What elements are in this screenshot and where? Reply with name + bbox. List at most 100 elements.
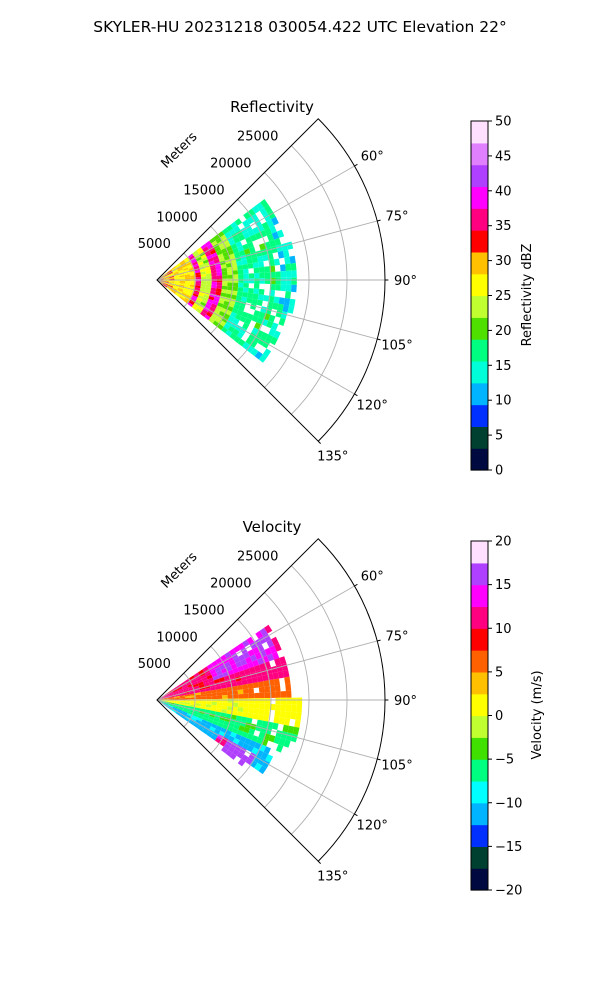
radar-cell (257, 714, 264, 721)
radar-cell (285, 690, 292, 698)
radar-cell (173, 692, 179, 696)
radar-cell (259, 692, 265, 699)
radar-cell (236, 751, 244, 759)
radar-cell (254, 278, 260, 284)
radar-cell (273, 296, 280, 304)
radar-cell (253, 310, 261, 317)
radar-cell (274, 237, 282, 246)
radar-cell (166, 269, 172, 274)
radar-cell (249, 740, 257, 748)
radar-cell (258, 744, 267, 752)
colorbar-segment (471, 541, 488, 553)
radar-cell (258, 288, 265, 295)
radar-cell (197, 306, 204, 312)
radar-cell (225, 682, 232, 688)
colorbar-tick-label: −15 (495, 840, 522, 855)
radar-cell (221, 267, 228, 272)
radar-cell (193, 672, 200, 678)
radar-cell (256, 736, 264, 745)
radar-cell (168, 692, 174, 696)
radar-cell (174, 700, 180, 702)
radar-cell (286, 277, 292, 285)
radar-cell (278, 717, 285, 725)
radar-cell (200, 274, 207, 277)
azimuth-tick (317, 440, 321, 444)
radar-cell (177, 268, 184, 272)
radar-cell (175, 292, 181, 297)
radar-cell (190, 695, 196, 698)
radar-cell (242, 243, 249, 251)
radar-cell (184, 703, 191, 707)
radar-cell (253, 708, 260, 715)
radar-cell (174, 276, 180, 278)
radar-cell (174, 277, 180, 279)
radar-cell (210, 314, 217, 321)
radar-cell (266, 233, 275, 242)
radar-cell (249, 666, 256, 674)
colorbar-segment (471, 382, 488, 395)
colorbar-tick-label: 5 (495, 665, 503, 680)
radar-cell (231, 261, 238, 267)
radar-cell (243, 273, 249, 279)
radar-cell (190, 297, 197, 302)
radar-cell (168, 701, 175, 704)
colorbar-segment (471, 551, 488, 564)
radar-cell (169, 277, 175, 280)
radar-cell (217, 698, 223, 703)
radar-cell (260, 752, 269, 761)
radar-cell (213, 234, 220, 241)
radar-cell (268, 314, 276, 323)
radar-cell (231, 307, 239, 314)
radar-cell (248, 273, 255, 279)
radar-cell (251, 256, 258, 264)
radar-cell (262, 715, 270, 722)
radar-cell (163, 694, 168, 698)
radar-cell (171, 687, 177, 691)
radar-cell (258, 681, 265, 688)
radar-cell (189, 284, 196, 288)
colorbar-tick-label: 10 (495, 622, 512, 637)
radar-cell (185, 277, 191, 280)
radar-cell (170, 290, 176, 294)
radar-cell (247, 712, 254, 719)
reflectivity-range-axis-label: Meters (159, 129, 201, 171)
radar-cell (217, 278, 223, 283)
range-tick-label: 20000 (210, 577, 251, 592)
radar-cell (228, 659, 236, 666)
range-tick-label: 25000 (237, 550, 278, 565)
radar-cell (247, 292, 254, 299)
colorbar-segment (471, 802, 488, 815)
radar-cell (168, 273, 174, 276)
radar-cell (242, 292, 249, 298)
radar-cell (212, 300, 219, 306)
radar-cell (178, 689, 184, 693)
radar-cell (232, 247, 239, 254)
radar-cell (246, 678, 253, 684)
radar-cell (227, 282, 233, 287)
radar-cell (221, 705, 228, 710)
radar-cell (252, 293, 259, 300)
colorbar-segment (471, 639, 488, 651)
radar-cell (271, 216, 279, 226)
colorbar-segment (471, 584, 488, 597)
radar-cell (207, 298, 214, 304)
colorbar-segment (471, 284, 488, 297)
radar-cell (216, 688, 222, 693)
radar-cell (247, 661, 254, 669)
radar-cell (182, 709, 189, 714)
radar-cell (230, 714, 237, 720)
radar-cell (211, 695, 217, 699)
radar-cell (194, 270, 201, 274)
colorbar-segment (471, 824, 488, 837)
radar-cell (172, 270, 179, 274)
radar-cell (237, 642, 245, 650)
radar-cell (264, 698, 271, 704)
radar-cell (194, 287, 201, 291)
radar-cell (198, 249, 204, 255)
radar-cell (221, 691, 228, 696)
colorbar-segment (471, 693, 488, 706)
radar-cell (192, 681, 198, 686)
radar-cell (280, 264, 286, 272)
radar-cell (253, 283, 260, 289)
